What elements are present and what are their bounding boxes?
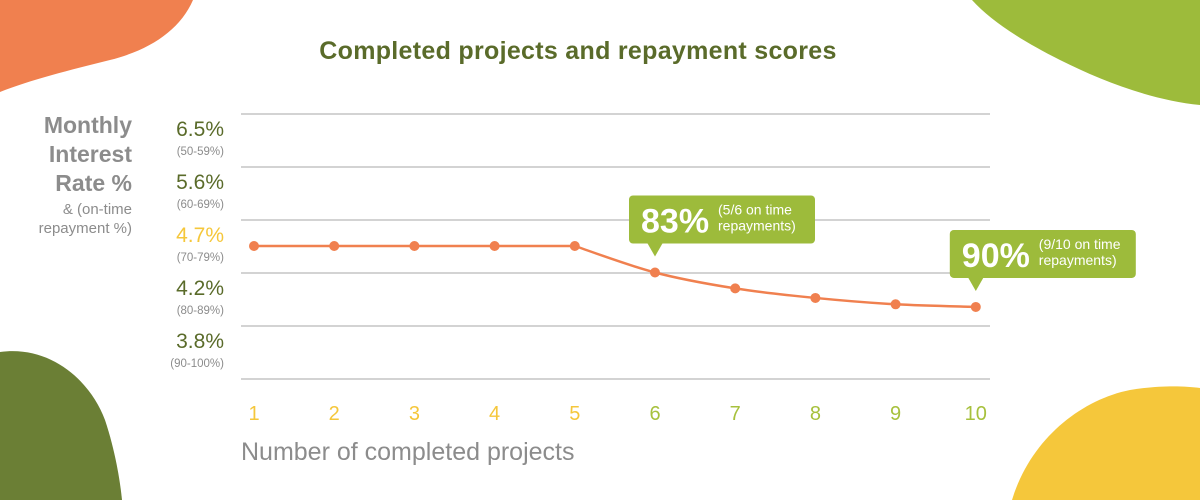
data-point	[249, 241, 259, 251]
y-tick-label: 3.8%	[176, 330, 224, 353]
x-tick-label: 10	[965, 403, 987, 425]
data-point	[970, 301, 981, 312]
series-line	[254, 244, 976, 309]
data-point	[329, 241, 340, 251]
y-axis-sublabel-line: repayment %)	[39, 220, 132, 237]
x-tick-label: 6	[649, 403, 660, 425]
y-tick-range-label: (70-79%)	[177, 252, 224, 264]
callout-note: (5/6 on time	[718, 202, 792, 218]
data-points	[249, 241, 981, 312]
y-axis-label-line: Rate %	[55, 170, 132, 196]
y-tick-label: 5.6%	[176, 171, 224, 194]
x-tick-label: 9	[890, 403, 901, 425]
x-tick-label: 3	[409, 403, 420, 425]
x-tick-label: 7	[730, 403, 741, 425]
chart-title: Completed projects and repayment scores	[319, 37, 836, 65]
callout-value: 83%	[641, 203, 709, 241]
yellow-corner-blob	[1012, 386, 1200, 500]
data-point	[650, 267, 660, 278]
data-point	[730, 283, 741, 294]
data-point	[489, 241, 500, 251]
x-tick-label: 1	[248, 403, 259, 425]
data-point	[810, 292, 821, 303]
lime-corner-blob	[972, 0, 1200, 105]
callout-box	[949, 229, 1136, 278]
y-tick-range-label: (80-89%)	[177, 305, 224, 317]
callout-note: repayments)	[718, 218, 796, 234]
orange-corner-blob	[0, 0, 193, 92]
callout-pointer	[967, 276, 984, 291]
y-axis-label-line: Interest	[49, 141, 132, 167]
x-axis-label: Number of completed projects	[241, 438, 574, 466]
y-tick-label: 6.5%	[176, 118, 224, 141]
callout-pointer	[647, 242, 663, 257]
callout-note: (9/10 on time	[1039, 236, 1121, 252]
data-point	[569, 241, 580, 251]
y-axis-label-line: Monthly	[44, 112, 132, 138]
y-tick-range-label: (90-100%)	[170, 358, 224, 370]
x-tick-label: 4	[489, 403, 500, 425]
y-tick-range-label: (50-59%)	[177, 146, 224, 158]
x-tick-label: 8	[810, 403, 821, 425]
y-axis-ticks: 6.5% (50-59%) 5.6% (60-69%) 4.7% (70-79%) 4.2%…	[170, 118, 224, 370]
y-tick-label: 4.7%	[176, 224, 224, 247]
x-axis-ticks: 1 2 3 4 5 6 7 8 9 10	[248, 403, 986, 425]
olive-corner-blob	[0, 351, 122, 500]
y-tick-label: 4.2%	[176, 277, 224, 300]
callout-note: repayments)	[1039, 252, 1117, 268]
callout-box	[629, 195, 815, 244]
x-tick-label: 5	[569, 403, 580, 425]
callout-value: 90%	[962, 237, 1030, 275]
x-tick-label: 2	[329, 403, 340, 425]
data-point	[890, 299, 901, 310]
data-point	[409, 241, 420, 251]
gridlines	[241, 113, 990, 380]
y-axis-label: Monthly Interest Rate % & (on-time repay…	[39, 112, 133, 237]
y-tick-range-label: (60-69%)	[177, 199, 224, 211]
y-axis-sublabel-line: & (on-time	[63, 201, 132, 218]
